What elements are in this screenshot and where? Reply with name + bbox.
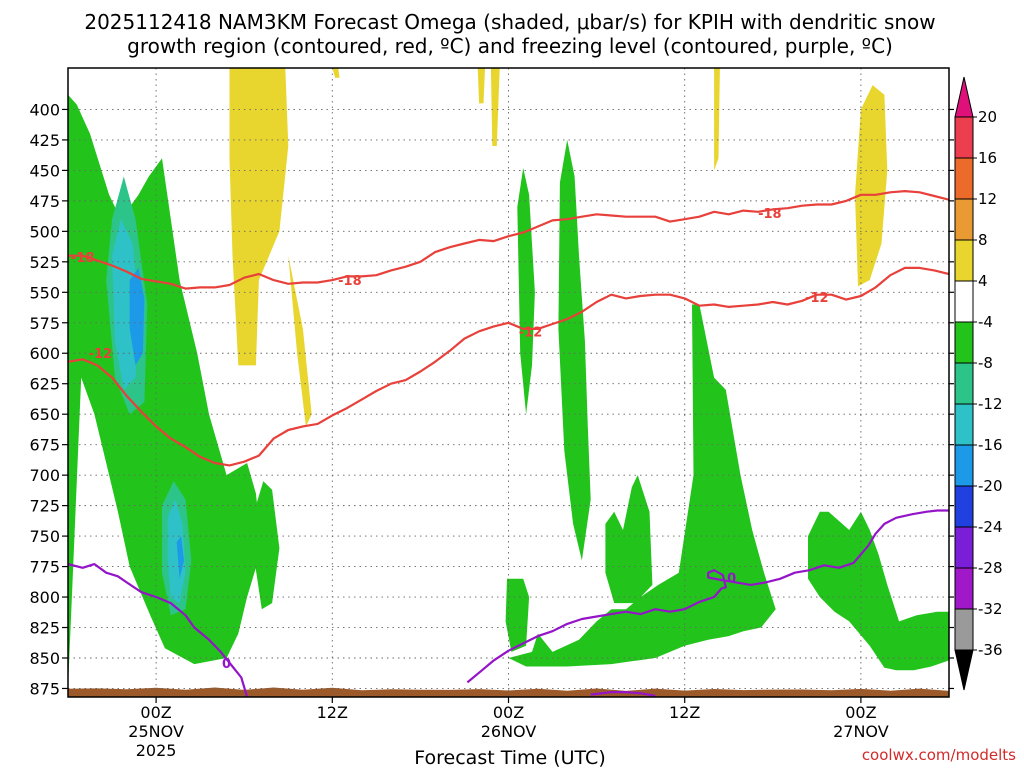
y-tick-label-6: 550 bbox=[29, 283, 60, 302]
omega-region-7 bbox=[605, 475, 653, 604]
contour-line-2 bbox=[68, 562, 249, 697]
colorbar-label-11: -28 bbox=[978, 559, 1003, 577]
omega-region-11 bbox=[332, 68, 340, 78]
colorbar-swatch-3 bbox=[954, 239, 974, 282]
colorbar-label-12: -32 bbox=[978, 600, 1003, 618]
contour-label-0-2: -18 bbox=[758, 207, 782, 222]
contour-label-0-1: -18 bbox=[338, 274, 362, 289]
x-tick-year-0: 2025 bbox=[136, 741, 177, 760]
colorbar-label-13: -36 bbox=[978, 641, 1003, 659]
colorbar-swatch-10 bbox=[954, 526, 974, 569]
y-tick-label-4: 500 bbox=[29, 222, 60, 241]
omega-region-14 bbox=[714, 68, 720, 171]
colorbar-swatch-1 bbox=[954, 157, 974, 200]
x-tick-time-4: 00Z bbox=[845, 703, 876, 722]
colorbar-label-9: -20 bbox=[978, 477, 1003, 495]
y-tick-label-15: 775 bbox=[29, 558, 60, 577]
y-tick-label-10: 650 bbox=[29, 405, 60, 424]
contour-line-4 bbox=[590, 690, 656, 697]
x-tick-time-3: 12Z bbox=[669, 703, 700, 722]
contour-line-0 bbox=[68, 190, 949, 290]
colorbar-label-10: -24 bbox=[978, 518, 1003, 536]
colorbar-label-5: -4 bbox=[978, 313, 993, 331]
colorbar-label-0: 20 bbox=[978, 108, 997, 126]
x-tick-time-0: 00Z bbox=[140, 703, 171, 722]
x-axis-label: Forecast Time (UTC) bbox=[414, 747, 605, 768]
y-tick-label-1: 425 bbox=[29, 131, 60, 150]
chart-title-line-1: 2025112418 NAM3KM Forecast Omega (shaded… bbox=[84, 10, 935, 34]
credit-text: coolwx.com/modelts bbox=[862, 746, 1016, 764]
colorbar-label-6: -8 bbox=[978, 354, 993, 372]
y-tick-label-5: 525 bbox=[29, 253, 60, 272]
omega-region-13 bbox=[490, 68, 500, 146]
omega-shading bbox=[68, 68, 949, 689]
plot-area: -18 -18 -18 -12 -12 -12 0 0 bbox=[68, 68, 949, 697]
colorbar-label-3: 8 bbox=[978, 231, 988, 249]
y-tick-label-3: 475 bbox=[29, 192, 60, 211]
y-tick-label-0: 400 bbox=[29, 100, 60, 119]
terrain-ground bbox=[68, 687, 949, 697]
contour-label-3-0: 0 bbox=[727, 572, 736, 587]
y-tick-label-17: 825 bbox=[29, 619, 60, 638]
y-tick-label-7: 575 bbox=[29, 314, 60, 333]
x-tick-time-2: 00Z bbox=[493, 703, 524, 722]
y-tick-label-13: 725 bbox=[29, 497, 60, 516]
omega-region-19 bbox=[167, 499, 186, 604]
omega-region-6 bbox=[505, 578, 530, 652]
contour-line-3 bbox=[466, 509, 949, 684]
omega-region-21 bbox=[176, 536, 184, 579]
chart-title-line-2: growth region (contoured, red, ºC) and f… bbox=[127, 34, 893, 58]
colorbar-swatch-11 bbox=[954, 567, 974, 610]
omega-region-12 bbox=[477, 68, 485, 104]
contour-label-1-0: -12 bbox=[89, 347, 113, 362]
colorbar-swatch-2 bbox=[954, 198, 974, 241]
contour-label-1-1: -12 bbox=[519, 325, 543, 340]
colorbar-swatch-8 bbox=[954, 444, 974, 487]
omega-region-4 bbox=[558, 139, 591, 561]
contour-line-1 bbox=[68, 266, 949, 467]
contour-label-1-2: -12 bbox=[805, 291, 829, 306]
y-axis: 400 425 450 475 500 525 550 575 600 625 650 675 700 7… bbox=[29, 100, 954, 698]
colorbar-swatch-12 bbox=[954, 608, 974, 651]
x-tick-date-2: 26NOV bbox=[481, 722, 537, 741]
terrain-layer bbox=[68, 687, 949, 697]
contour-label-0-0: -18 bbox=[71, 251, 95, 266]
colorbar-swatch-9 bbox=[954, 485, 974, 528]
colorbar-swatch-5 bbox=[954, 321, 974, 364]
colorbar-bottom-arrow bbox=[954, 649, 974, 691]
contour-label-2-0: 0 bbox=[222, 657, 231, 672]
y-tick-label-8: 600 bbox=[29, 344, 60, 363]
y-tick-label-19: 875 bbox=[29, 679, 60, 698]
contour-layer: -18 -18 -18 -12 -12 -12 0 0 bbox=[68, 190, 949, 697]
colorbar-label-2: 12 bbox=[978, 190, 997, 208]
y-tick-label-14: 750 bbox=[29, 527, 60, 546]
y-tick-label-2: 450 bbox=[29, 161, 60, 180]
y-tick-label-12: 700 bbox=[29, 466, 60, 485]
colorbar-label-7: -12 bbox=[978, 395, 1003, 413]
y-tick-label-18: 850 bbox=[29, 649, 60, 668]
colorbar-label-1: 16 bbox=[978, 149, 997, 167]
colorbar: 20 16 12 8 4 -4 -8 -12 -16 -20 -24 -28 -32 -36 bbox=[954, 76, 1003, 691]
colorbar-swatch-0 bbox=[954, 116, 974, 159]
y-tick-label-11: 675 bbox=[29, 436, 60, 455]
x-tick-date-0: 25NOV bbox=[128, 722, 184, 741]
colorbar-swatch-7 bbox=[954, 403, 974, 446]
omega-region-15 bbox=[855, 85, 888, 287]
x-tick-date-4: 27NOV bbox=[833, 722, 889, 741]
y-tick-label-16: 800 bbox=[29, 588, 60, 607]
colorbar-top-arrow bbox=[954, 76, 974, 118]
colorbar-label-8: -16 bbox=[978, 436, 1003, 454]
omega-region-8 bbox=[808, 511, 949, 671]
colorbar-label-4: 4 bbox=[978, 272, 988, 290]
x-tick-time-1: 12Z bbox=[317, 703, 348, 722]
colorbar-swatch-6 bbox=[954, 362, 974, 405]
omega-region-2 bbox=[254, 481, 280, 610]
omega-region-9 bbox=[229, 68, 289, 366]
colorbar-swatch-4 bbox=[954, 280, 974, 323]
y-tick-label-9: 625 bbox=[29, 375, 60, 394]
